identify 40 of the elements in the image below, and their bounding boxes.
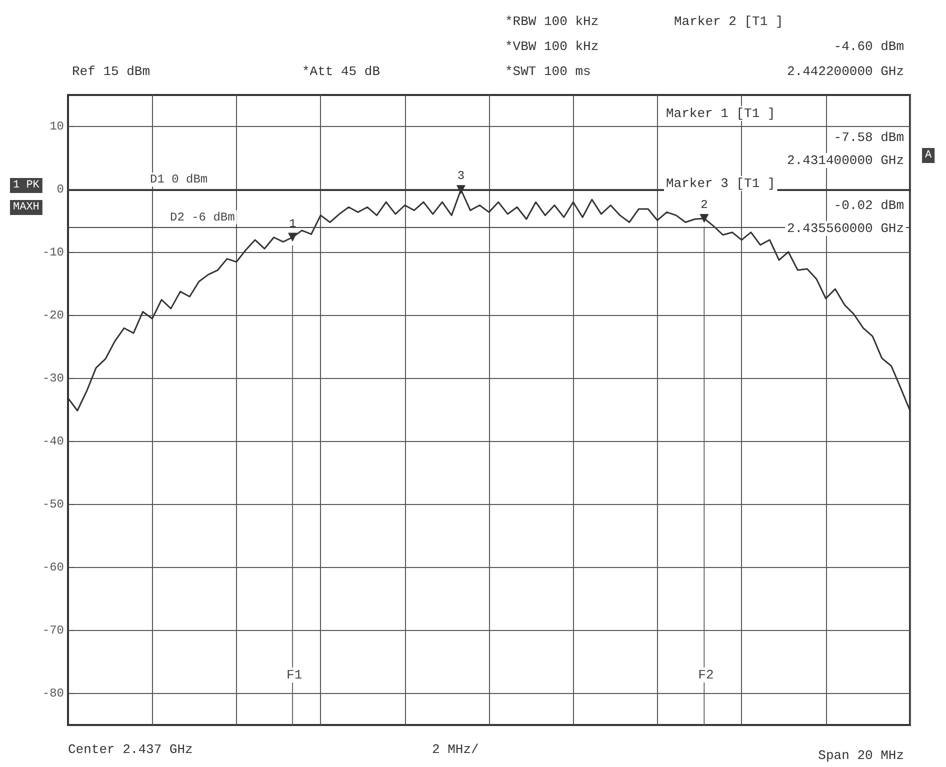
point (288, 232, 298, 242)
text: Center 2.437 GHz (68, 742, 193, 757)
text: *VBW 100 kHz (505, 39, 599, 54)
annotation: -7.58 dBm (834, 130, 904, 145)
text: Ref 15 dBm (72, 64, 150, 79)
text: 1 PK (13, 180, 40, 192)
annotation: F2 (698, 668, 714, 682)
point (700, 214, 709, 223)
y-tick-label: -50 (42, 498, 64, 512)
text: MAXH (13, 202, 40, 214)
y-tick-label: -60 (42, 560, 64, 574)
annotation: F1 (286, 668, 302, 682)
annotation: 2 (700, 198, 708, 212)
y-tick-label: -70 (42, 624, 64, 638)
annotation: 3 (457, 169, 465, 184)
y-tick-label: -40 (42, 434, 64, 448)
text: A (925, 150, 932, 162)
annotation: Marker 1 [T1 ] (666, 106, 776, 121)
y-tick-label: -30 (42, 372, 64, 386)
annotation: 1 (288, 216, 296, 231)
text: Span 20 MHz (818, 748, 904, 763)
text: 2 MHz/ (432, 742, 480, 757)
y-tick-label: -20 (42, 308, 64, 322)
ref-line-label: D1 0 dBm (150, 172, 208, 186)
text: -4.60 dBm (834, 39, 904, 54)
annotation: Marker 3 [T1 ] (666, 176, 776, 191)
annotation: 2.431400000 GHz (786, 153, 904, 168)
annotation: -0.02 dBm (834, 198, 904, 213)
ref-line-label: D2 -6 dBm (170, 210, 235, 224)
annotation: 2.435560000 GHz (786, 221, 904, 236)
text: *RBW 100 kHz (505, 14, 599, 29)
y-tick-label: 10 (50, 120, 64, 134)
text: *SWT 100 ms (505, 64, 591, 79)
point (456, 185, 466, 194)
text: *Att 45 dB (302, 64, 380, 79)
y-tick-label: -80 (42, 686, 64, 700)
text: Marker 2 [T1 ] (674, 14, 784, 29)
y-tick-label: 0 (56, 182, 64, 196)
y-tick-label: -10 (42, 246, 64, 260)
text: 2.442200000 GHz (786, 64, 904, 79)
